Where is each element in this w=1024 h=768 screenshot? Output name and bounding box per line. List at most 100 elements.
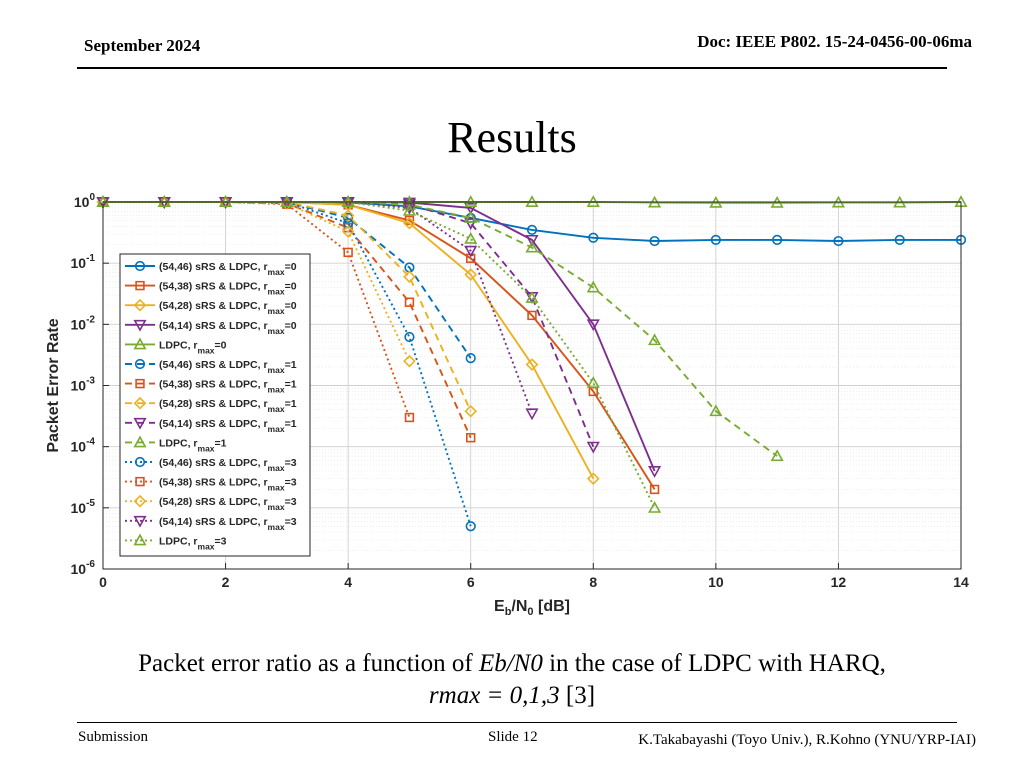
legend-label: (54,46) sRS & LDPC, rmax=3 [159,457,297,473]
x-tick-label: 12 [831,574,847,590]
marker-triangle-up [464,211,478,223]
y-tick-label: 100 [74,192,96,210]
marker-square [649,484,660,495]
marker-triangle-up [648,500,662,513]
footer-submission: Submission [78,729,149,745]
marker-diamond [341,209,355,222]
y-tick-label: 10-1 [71,253,96,271]
marker-triangle-up [648,333,662,346]
marker-triangle-up [157,195,171,207]
x-tick-label: 0 [99,574,107,590]
x-tick-label: 8 [589,574,597,590]
caption-suffix: in the case of LDPC with HARQ, [542,650,886,677]
marker-triangle-up [770,449,784,462]
marker-diamond [464,404,478,418]
legend-label: (54,38) sRS & LDPC, rmax=0 [159,281,297,297]
marker-triangle-down [133,319,147,332]
legend-item: LDPC, rmax=3 [125,533,227,551]
marker-diamond [403,354,416,368]
marker-triangle-up [133,435,147,448]
marker-diamond [403,216,416,230]
legend-item: (54,14) sRS & LDPC, rmax=1 [125,418,297,434]
footer-authors: K.Takabayashi (Toyo Univ.), R.Kohno (YNU… [638,732,976,748]
header-date: September 2024 [84,36,201,55]
marker-triangle-up [525,291,539,303]
marker-circle [465,521,476,532]
marker-circle [404,331,415,343]
marker-circle [833,235,844,247]
legend-label: LDPC, rmax=3 [159,535,227,551]
marker-triangle-up [402,203,416,216]
marker-circle [588,232,599,243]
marker-triangle-down [525,234,539,247]
marker-diamond [586,472,600,485]
x-tick-label: 4 [344,574,352,590]
marker-triangle-down [586,441,600,454]
legend-label: LDPC, rmax=1 [159,437,227,453]
marker-circle [894,234,905,246]
x-axis-label: Eb/N0 [dB] [494,598,570,618]
marker-square [404,297,415,307]
legend-item: (54,38) sRS & LDPC, rmax=0 [125,281,297,297]
packet-error-rate-chart: 0 2 4 6 8 10 12 14 100 10-1 10-2 10-3 10-4 10-5 10-6 Eb… [45,192,969,618]
marker-triangle-down [464,218,478,231]
marker-circle [343,218,354,229]
legend-item: (54,46) sRS & LDPC, rmax=0 [125,260,297,277]
header-divider [77,67,947,69]
legend-item: LDPC, rmax=1 [125,435,227,453]
chart-axes: 0 2 4 6 8 10 12 14 100 10-1 10-2 10-3 10-4 10-5 10-6 Eb… [45,192,969,618]
marker-circle [134,456,146,468]
marker-triangle-up [586,376,600,388]
marker-diamond [133,298,147,312]
marker-square [527,310,537,321]
legend-item: (54,38) sRS & LDPC, rmax=1 [125,379,297,395]
marker-circle [465,353,476,364]
legend-label: (54,46) sRS & LDPC, rmax=1 [159,359,297,375]
marker-triangle-down [133,417,147,430]
legend-item: (54,28) sRS & LDPC, rmax=1 [125,396,297,414]
marker-circle [772,234,783,246]
marker-triangle-down [402,202,416,215]
marker-diamond [403,270,416,284]
marker-triangle-up [586,195,600,207]
marker-triangle-up [219,195,233,207]
marker-triangle-down [586,319,600,332]
marker-circle [343,212,354,223]
legend-label: (54,46) sRS & LDPC, rmax=0 [159,261,297,277]
x-tick-label: 10 [708,574,724,590]
legend-label: (54,14) sRS & LDPC, rmax=0 [159,320,297,336]
legend-label: (54,14) sRS & LDPC, rmax=3 [159,516,297,532]
marker-triangle-up [464,231,478,244]
footer-divider [77,722,957,723]
marker-diamond [133,494,147,508]
header-doc-id: Doc: IEEE P802. 15-24-0456-00-06ma [697,32,972,51]
x-tick-label: 6 [467,574,475,590]
legend-item: (54,28) sRS & LDPC, rmax=3 [125,494,297,512]
marker-circle [134,358,146,370]
marker-square [404,412,415,423]
marker-triangle-up [464,195,478,207]
legend-item: LDPC, rmax=0 [125,337,227,355]
marker-triangle-down [648,466,662,478]
marker-diamond [525,358,539,371]
chart-legend: (54,46) sRS & LDPC, rmax=0 (54,38) sRS & … [119,253,311,557]
legend-label: (54,28) sRS & LDPC, rmax=3 [159,496,297,512]
caption-prefix: Packet error ratio as a function of [138,650,479,677]
marker-triangle-down [133,515,147,528]
y-tick-label: 10-6 [71,559,96,577]
marker-square [135,476,145,487]
legend-label: LDPC, rmax=0 [159,339,227,355]
y-axis-label: Packet Error Rate [45,318,62,452]
marker-square [135,378,145,389]
x-tick-label: 2 [222,574,230,590]
marker-triangle-down [525,408,539,421]
legend-label: (54,14) sRS & LDPC, rmax=1 [159,418,297,434]
y-tick-label: 10-5 [71,498,96,516]
caption-line-2: rmax = 0,1,3 [3] [0,680,1024,712]
legend-item: (54,46) sRS & LDPC, rmax=1 [125,358,297,375]
caption-line-1: Packet error ratio as a function of Eb/N… [0,648,1024,680]
marker-triangle-up [709,404,723,417]
y-tick-label: 10-4 [71,437,96,455]
marker-triangle-up [133,533,147,546]
marker-triangle-up [525,240,539,253]
